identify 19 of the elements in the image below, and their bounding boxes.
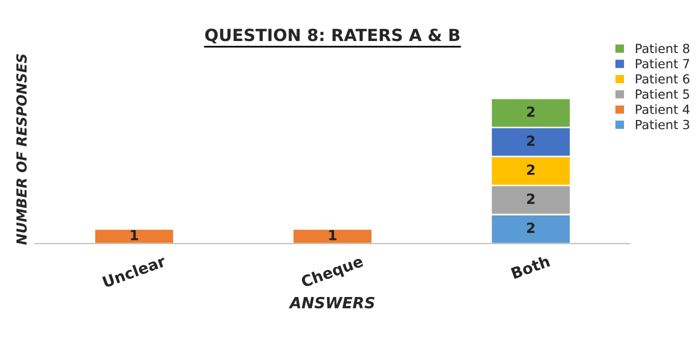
data-label: 2 [527,222,534,233]
data-label: 2 [527,106,534,117]
legend-label: Patient 4 [636,104,690,114]
data-label: 2 [527,194,534,204]
data-label: 1 [130,230,138,240]
x-tick-label: Both [510,255,550,280]
data-label: 2 [527,135,534,146]
chart-title: QUESTION 8: RATERS A & B [205,28,460,44]
bar [94,228,175,244]
y-axis-title: NUMBER OF RESPONSES [16,54,27,245]
legend-label: Patient 5 [636,89,690,99]
data-label: 2 [527,164,534,175]
bar [292,228,373,244]
data-label: 1 [329,230,336,240]
legend-label: Patient 3 [636,120,690,130]
x-axis-title: ANSWERS [288,296,374,308]
legend-label: Patient 6 [636,74,690,84]
legend-label: Patient 7 [636,58,690,68]
legend-label: Patient 8 [636,43,690,54]
